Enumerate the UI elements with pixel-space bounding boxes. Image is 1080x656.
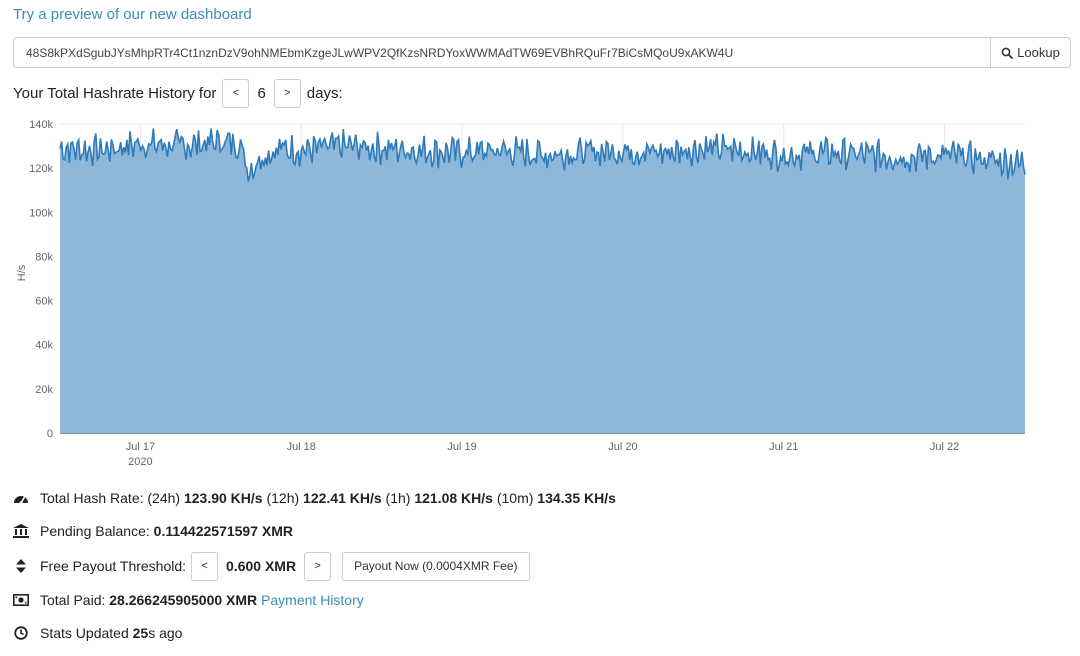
y-tick-label: 0 [47, 428, 53, 440]
hash-rate-period-10m: (10m) [496, 490, 534, 506]
history-label: Your Total Hashrate History for [13, 84, 217, 102]
pending-balance-label: Pending Balance: [40, 523, 150, 539]
stats-panel: Total Hash Rate: (24h) 123.90 KH/s (12h)… [13, 488, 616, 656]
total-paid-value: 28.266245905000 XMR [109, 592, 258, 608]
search-icon [1001, 47, 1014, 59]
hash-rate-value-24h: 123.90 KH/s [183, 490, 263, 506]
y-tick-label: 80k [35, 251, 53, 263]
days-increment-button[interactable]: > [273, 78, 301, 108]
history-controls: Your Total Hashrate History for < 6 > da… [13, 78, 343, 108]
hash-rate-period-1h: (1h) [385, 490, 411, 506]
x-tick-label: Jul 17 [126, 441, 155, 453]
stats-updated-row: Stats Updated 25 s ago [13, 623, 616, 643]
days-suffix: days: [306, 84, 343, 102]
hash-rate-value-10m: 134.35 KH/s [537, 490, 616, 506]
y-tick-label: 100k [29, 207, 53, 219]
threshold-increment-button[interactable]: > [304, 551, 332, 581]
pending-balance-row: Pending Balance: 0.114422571597 XMR [13, 521, 616, 541]
payment-history-link[interactable]: Payment History [261, 592, 364, 608]
stats-updated-label: Stats Updated [40, 625, 129, 641]
x-tick-year-label: 2020 [128, 456, 152, 468]
total-paid-row: Total Paid: 28.266245905000 XMR Payment … [13, 590, 616, 610]
payout-threshold-label: Free Payout Threshold: [40, 558, 187, 574]
threshold-decrement-button[interactable]: < [191, 551, 219, 581]
x-tick-label: Jul 20 [608, 441, 637, 453]
hash-rate-period-24h: (24h) [147, 490, 181, 506]
y-tick-label: 20k [35, 384, 53, 396]
clock-icon [13, 626, 29, 640]
hash-rate-label: Total Hash Rate: [40, 490, 144, 506]
hash-rate-period-12h: (12h) [266, 490, 300, 506]
bank-icon [13, 524, 29, 538]
lookup-bar: Lookup [13, 37, 1071, 68]
lookup-button[interactable]: Lookup [990, 37, 1071, 68]
hash-rate-value-1h: 121.08 KH/s [414, 490, 493, 506]
x-tick-label: Jul 22 [930, 441, 959, 453]
x-tick-label: Jul 18 [287, 441, 316, 453]
x-tick-label: Jul 19 [447, 441, 476, 453]
days-decrement-button[interactable]: < [222, 78, 250, 108]
money-bill-icon [13, 594, 29, 606]
preview-dashboard-link[interactable]: Try a preview of our new dashboard [13, 6, 252, 23]
payout-threshold-row: Free Payout Threshold: < 0.600 XMR > Pay… [13, 551, 616, 581]
y-axis-ticks: 0 20k 40k 60k 80k 100k 120k 140k [29, 119, 53, 440]
y-tick-label: 40k [35, 340, 53, 352]
y-tick-label: 120k [29, 163, 53, 175]
x-tick-label: Jul 21 [769, 441, 798, 453]
payout-now-button[interactable]: Payout Now (0.0004XMR Fee) [342, 551, 530, 581]
y-axis-label: H/s [16, 264, 28, 281]
sort-icon [13, 559, 29, 573]
hashrate-line [59, 128, 1026, 182]
hash-rate-value-12h: 122.41 KH/s [303, 490, 382, 506]
hash-rate-row: Total Hash Rate: (24h) 123.90 KH/s (12h)… [13, 488, 616, 508]
y-tick-label: 60k [35, 296, 53, 308]
stats-updated-value: 25 [132, 625, 149, 641]
hashrate-area [60, 128, 1025, 433]
days-value: 6 [257, 84, 266, 102]
y-tick-label: 140k [29, 119, 53, 131]
wallet-address-input[interactable] [13, 37, 990, 68]
total-paid-label: Total Paid: [40, 592, 106, 608]
payout-threshold-value: 0.600 XMR [226, 558, 297, 574]
lookup-button-label: Lookup [1017, 45, 1060, 60]
x-axis-ticks: Jul 17 2020 Jul 18 Jul 19 Jul 20 Jul 21 Jul 22 [126, 441, 960, 468]
pending-balance-value: 0.114422571597 XMR [153, 523, 293, 539]
stats-updated-suffix: s ago [148, 625, 183, 641]
dashboard-gauge-icon [13, 491, 29, 505]
